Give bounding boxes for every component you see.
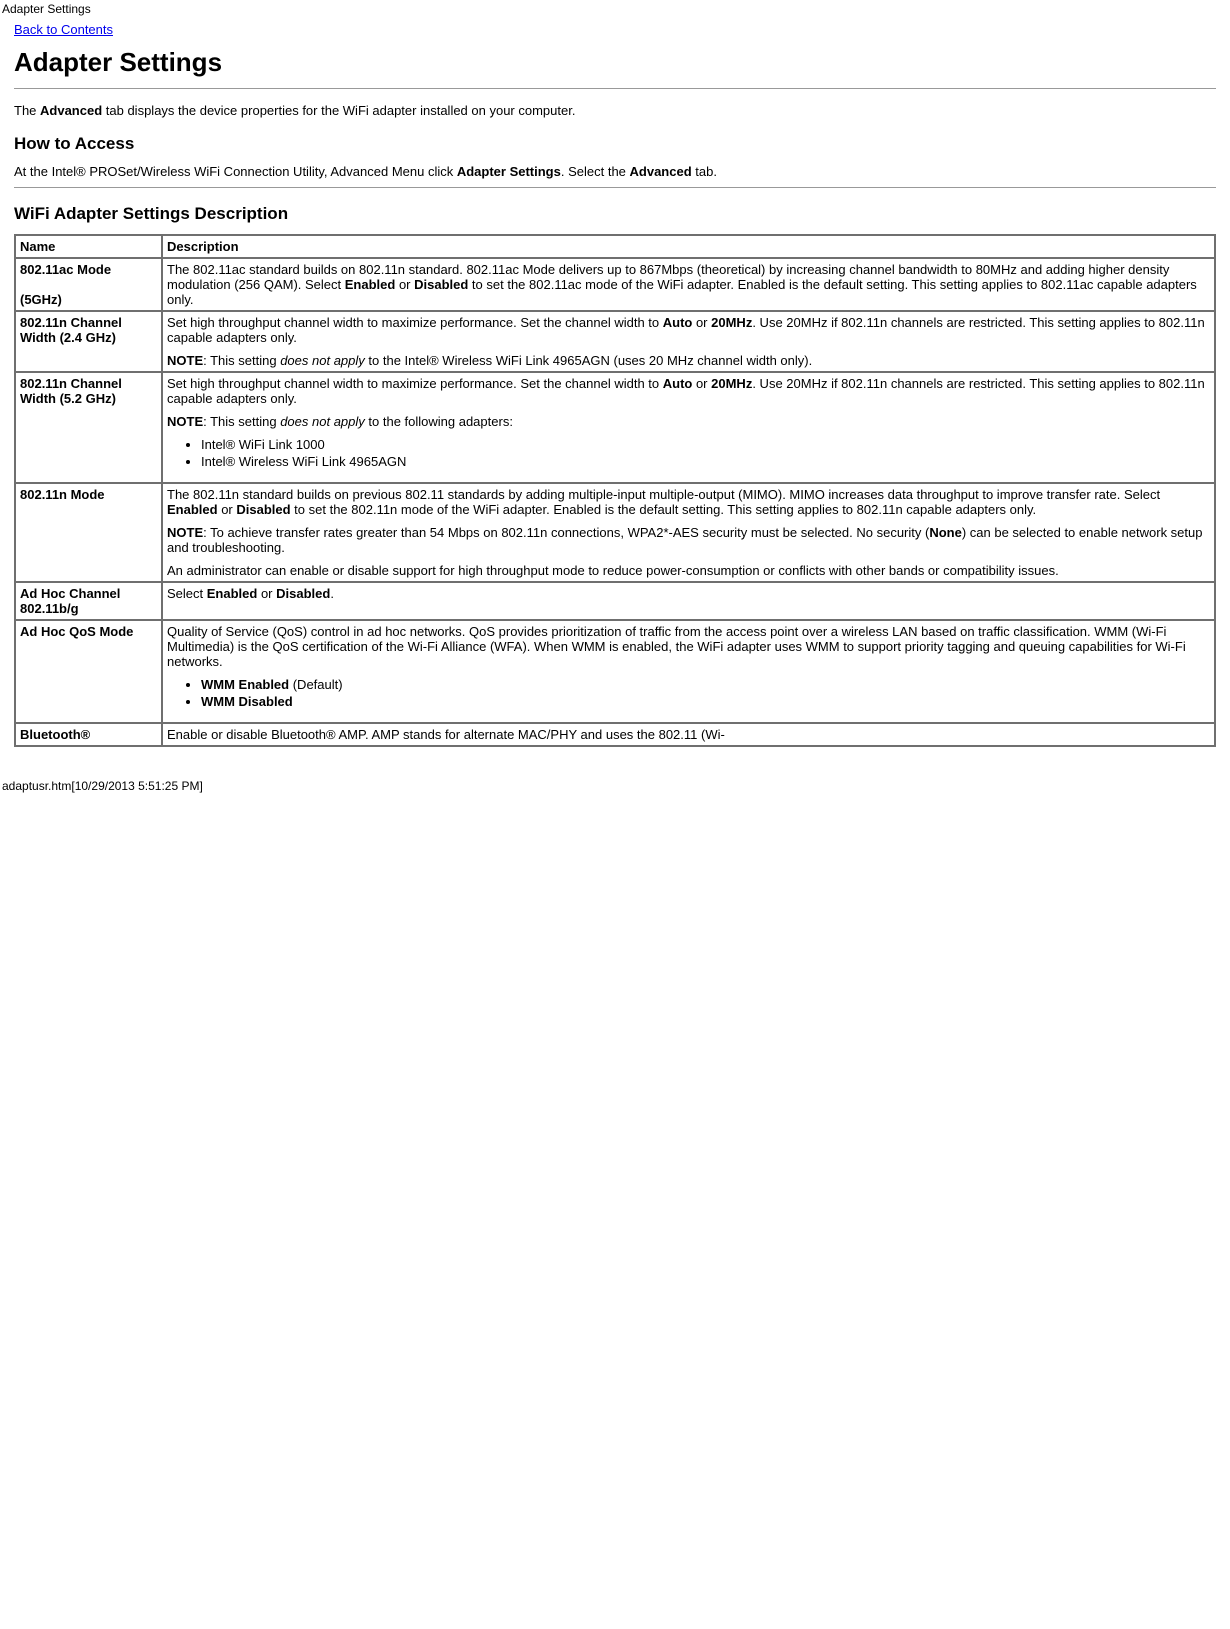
back-to-contents-link[interactable]: Back to Contents: [14, 22, 113, 37]
nmode-disabled: Disabled: [236, 502, 290, 517]
note-label: NOTE: [167, 353, 203, 368]
divider: [14, 187, 1216, 188]
hta-b: Adapter Settings: [457, 164, 561, 179]
table-row: 802.11n Mode The 802.11n standard builds…: [15, 483, 1215, 582]
hta-c: . Select the: [561, 164, 630, 179]
ahq-li2: WMM Disabled: [201, 694, 293, 709]
note-label: NOTE: [167, 414, 203, 429]
ac-mode-line1: 802.11ac Mode: [20, 262, 111, 277]
table-header-row: Name Description: [15, 235, 1215, 258]
how-to-access-paragraph: At the Intel® PROSet/Wireless WiFi Conne…: [14, 164, 1216, 179]
ac-disabled: Disabled: [414, 277, 468, 292]
footer-path: adaptusr.htm[10/29/2013 5:51:25 PM]: [2, 779, 1230, 793]
hta-a: At the Intel® PROSet/Wireless WiFi Conne…: [14, 164, 457, 179]
note-label: NOTE: [167, 525, 203, 540]
n24-p1: Set high throughput channel width to max…: [167, 315, 1210, 345]
n24-note-i: does not apply: [280, 353, 365, 368]
list-item: WMM Enabled (Default): [201, 677, 1210, 692]
row-desc: Quality of Service (QoS) control in ad h…: [162, 620, 1215, 723]
n24-note: NOTE: This setting does not apply to the…: [167, 353, 1210, 368]
row-name: 802.11n Channel Width (5.2 GHz): [15, 372, 162, 483]
table-row: Ad Hoc QoS Mode Quality of Service (QoS)…: [15, 620, 1215, 723]
ahq-p: Quality of Service (QoS) control in ad h…: [167, 624, 1210, 669]
n52-list: Intel® WiFi Link 1000 Intel® Wireless Wi…: [167, 437, 1210, 469]
table-heading: WiFi Adapter Settings Description: [14, 204, 1216, 224]
page-body: Back to Contents Adapter Settings The Ad…: [0, 20, 1230, 757]
divider: [14, 88, 1216, 89]
table-row: 802.11ac Mode (5GHz) The 802.11ac standa…: [15, 258, 1215, 311]
row-name: 802.11ac Mode (5GHz): [15, 258, 162, 311]
table-row: 802.11n Channel Width (5.2 GHz) Set high…: [15, 372, 1215, 483]
n52-a: Set high throughput channel width to max…: [167, 376, 663, 391]
table-row: Ad Hoc Channel 802.11b/g Select Enabled …: [15, 582, 1215, 620]
col-description: Description: [162, 235, 1215, 258]
nmode-a: The 802.11n standard builds on previous …: [167, 487, 1160, 502]
n52-20: 20MHz: [711, 376, 752, 391]
intro-paragraph: The Advanced tab displays the device pro…: [14, 103, 1216, 118]
row-desc: Select Enabled or Disabled.: [162, 582, 1215, 620]
n24-20: 20MHz: [711, 315, 752, 330]
ahc-enabled: Enabled: [207, 586, 258, 601]
nmode-or: or: [218, 502, 237, 517]
ahc-disabled: Disabled: [276, 586, 330, 601]
ahq-list: WMM Enabled (Default) WMM Disabled: [167, 677, 1210, 709]
intro-advanced: Advanced: [40, 103, 102, 118]
n24-auto: Auto: [663, 315, 693, 330]
nmode-enabled: Enabled: [167, 502, 218, 517]
ahc-a: Select: [167, 586, 207, 601]
n52-note: NOTE: This setting does not apply to the…: [167, 414, 1210, 429]
list-item: WMM Disabled: [201, 694, 1210, 709]
row-desc: Set high throughput channel width to max…: [162, 311, 1215, 372]
row-name: Ad Hoc QoS Mode: [15, 620, 162, 723]
n52-auto: Auto: [663, 376, 693, 391]
col-name: Name: [15, 235, 162, 258]
row-desc: The 802.11n standard builds on previous …: [162, 483, 1215, 582]
row-desc: Enable or disable Bluetooth® AMP. AMP st…: [162, 723, 1215, 746]
list-item: Intel® Wireless WiFi Link 4965AGN: [201, 454, 1210, 469]
row-name: Ad Hoc Channel 802.11b/g: [15, 582, 162, 620]
intro-prefix: The: [14, 103, 40, 118]
table-row: 802.11n Channel Width (2.4 GHz) Set high…: [15, 311, 1215, 372]
nmode-b: to set the 802.11n mode of the WiFi adap…: [291, 502, 1037, 517]
ahq-li1b: (Default): [289, 677, 342, 692]
n24-or: or: [692, 315, 711, 330]
n24-a: Set high throughput channel width to max…: [167, 315, 663, 330]
row-name: 802.11n Mode: [15, 483, 162, 582]
list-item: Intel® WiFi Link 1000: [201, 437, 1210, 452]
n24-note-b: to the Intel® Wireless WiFi Link 4965AGN…: [365, 353, 812, 368]
hta-d: Advanced: [630, 164, 692, 179]
nmode-none: None: [929, 525, 962, 540]
table-row: Bluetooth® Enable or disable Bluetooth® …: [15, 723, 1215, 746]
row-name: 802.11n Channel Width (2.4 GHz): [15, 311, 162, 372]
ahq-li1a: WMM Enabled: [201, 677, 289, 692]
ac-mode-line2: (5GHz): [20, 292, 62, 307]
row-name: Bluetooth®: [15, 723, 162, 746]
nmode-note-a: : To achieve transfer rates greater than…: [203, 525, 929, 540]
hta-e: tab.: [692, 164, 717, 179]
n52-note-i: does not apply: [280, 414, 365, 429]
row-desc: Set high throughput channel width to max…: [162, 372, 1215, 483]
nmode-p1: The 802.11n standard builds on previous …: [167, 487, 1210, 517]
settings-table: Name Description 802.11ac Mode (5GHz) Th…: [14, 234, 1216, 747]
window-title: Adapter Settings: [2, 2, 1230, 16]
ac-or: or: [395, 277, 414, 292]
page-title: Adapter Settings: [14, 47, 1216, 78]
row-desc: The 802.11ac standard builds on 802.11n …: [162, 258, 1215, 311]
nmode-note: NOTE: To achieve transfer rates greater …: [167, 525, 1210, 555]
n52-p1: Set high throughput channel width to max…: [167, 376, 1210, 406]
ac-enabled: Enabled: [345, 277, 396, 292]
ahc-or: or: [257, 586, 276, 601]
intro-suffix: tab displays the device properties for t…: [102, 103, 575, 118]
n24-note-a: : This setting: [203, 353, 280, 368]
n52-note-b: to the following adapters:: [365, 414, 513, 429]
nmode-p3: An administrator can enable or disable s…: [167, 563, 1210, 578]
n52-note-a: : This setting: [203, 414, 280, 429]
ahc-b: .: [330, 586, 334, 601]
n52-or: or: [692, 376, 711, 391]
how-to-access-heading: How to Access: [14, 134, 1216, 154]
